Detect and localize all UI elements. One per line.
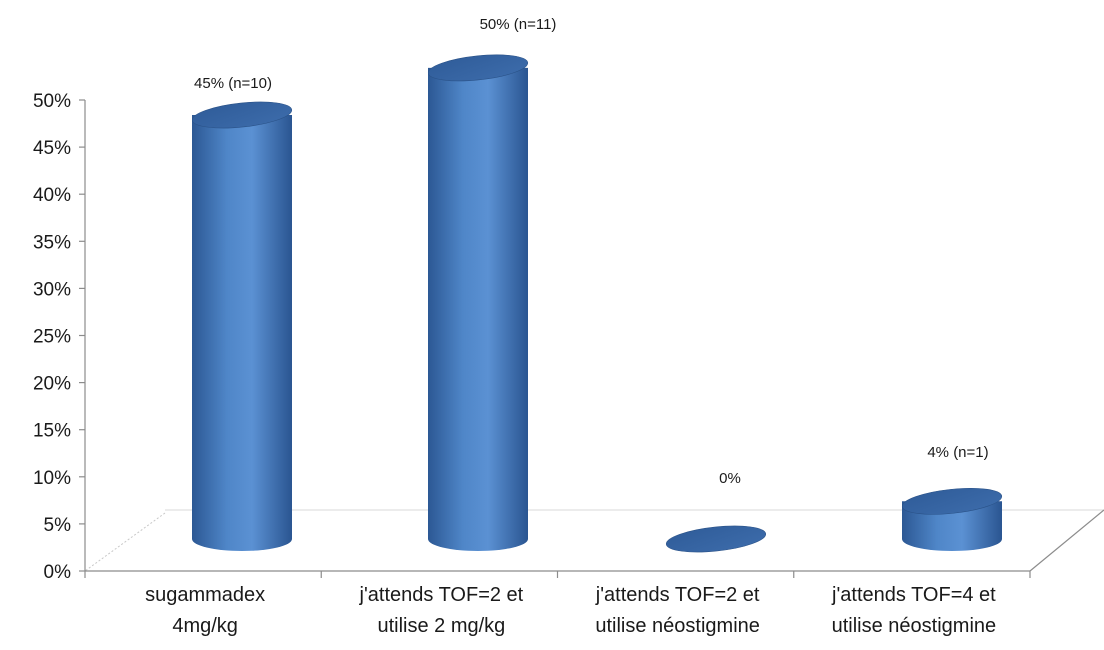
bar-body (192, 115, 292, 551)
y-tick-label: 45% (33, 138, 71, 159)
y-axis: 0% 5% 10% 15% 20% 25% 30% 35% 40% 45% 50% (33, 91, 86, 583)
data-label: 50% (n=11) (480, 16, 557, 33)
y-tick-label: 0% (44, 562, 72, 583)
y-tick-label: 5% (44, 515, 72, 536)
y-tick-label: 35% (33, 232, 71, 253)
bar-top (427, 54, 529, 82)
y-tick-label: 15% (33, 421, 71, 442)
y-tick-label: 20% (33, 374, 71, 395)
bar (901, 487, 1003, 551)
bar-top (665, 525, 767, 553)
bar-body (428, 67, 528, 551)
x-tick-label: j'attends TOF=2 et utilise néostigmine (595, 584, 760, 637)
x-tick-label: sugammadex 4mg/kg (145, 584, 265, 637)
bar-top (901, 487, 1003, 515)
y-tick-label: 10% (33, 468, 71, 489)
y-tick-label: 30% (33, 279, 71, 300)
x-tick-label: j'attends TOF=2 et utilise 2 mg/kg (359, 584, 524, 637)
bar-series (191, 54, 1003, 553)
y-tick-label: 40% (33, 185, 71, 206)
floor-right-edge (1029, 509, 1104, 572)
floor-left-edge (84, 512, 166, 572)
x-tick-label: j'attends TOF=4 et utilise néostigmine (831, 584, 996, 637)
bar (665, 525, 767, 553)
bar (427, 54, 529, 551)
bar (191, 101, 293, 551)
data-labels: 45% (n=10) 50% (n=11) 0% 4% (n=1) (194, 16, 989, 487)
bar-top (191, 101, 293, 129)
x-axis: sugammadex 4mg/kg j'attends TOF=2 et utilis… (84, 570, 1031, 637)
y-tick-label: 50% (33, 91, 71, 112)
y-tick-label: 25% (33, 327, 71, 348)
data-label: 4% (n=1) (927, 444, 988, 461)
data-label: 0% (719, 470, 741, 487)
data-label: 45% (n=10) (194, 75, 272, 92)
